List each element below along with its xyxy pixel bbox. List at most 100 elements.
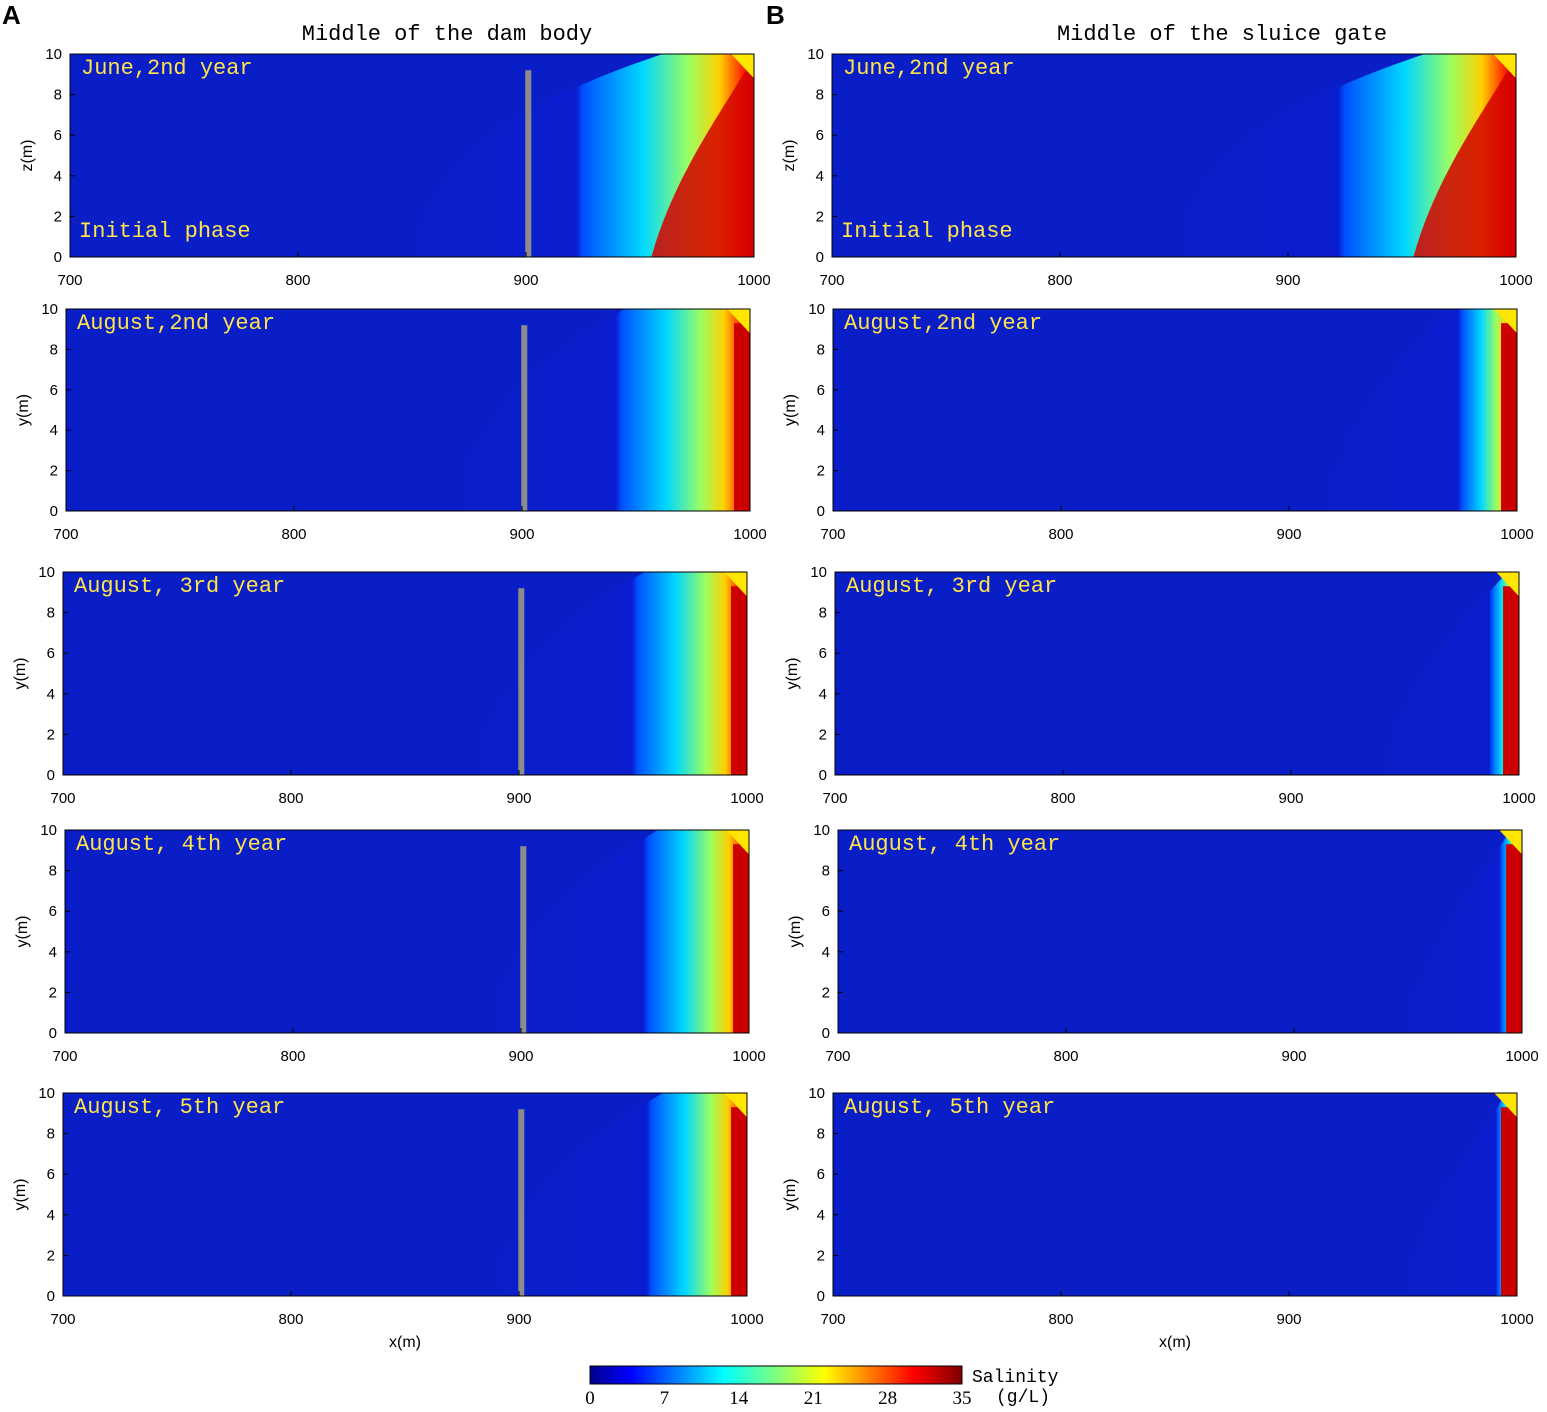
colorbar-tick-label: 0 — [585, 1388, 595, 1409]
salinity-wedge — [491, 1093, 747, 1296]
y-tick-label: 6 — [819, 645, 827, 662]
x-tick-label: 1000 — [730, 790, 763, 807]
heatmap-panel-r4-c1: 0 2 4 6 8 10 700 800 900 1000 y(m) August, 4th year — [14, 822, 766, 1065]
axes-frame — [831, 53, 1517, 258]
colorbar: 0 7 14 21 28 35 Salinity (g/L) — [585, 1365, 1059, 1409]
corner-plume — [1496, 572, 1519, 597]
y-tick-label: 0 — [817, 1288, 825, 1305]
field-background — [833, 1093, 1517, 1296]
x-tick-label: 900 — [509, 526, 534, 543]
salinity-wedge — [1174, 54, 1516, 257]
x-tick-label: 700 — [820, 1311, 845, 1328]
heatmap-panel-r5-c1: 0 2 4 6 8 10 700 800 900 1000 y(m) August, 5th year — [12, 1085, 764, 1328]
salinity-wedge — [1403, 1093, 1517, 1296]
time-annotation: August, 3rd year — [846, 574, 1057, 599]
y-tick-label: 8 — [49, 863, 57, 880]
y-tick-label: 4 — [819, 686, 827, 703]
field-background — [838, 830, 1522, 1033]
saline-core — [733, 844, 749, 1033]
axes-frame — [69, 53, 755, 258]
y-tick-label: 0 — [50, 503, 58, 520]
saline-core — [1506, 844, 1522, 1033]
x-tick-label: 900 — [508, 1048, 533, 1065]
time-annotation: August,2nd year — [77, 311, 275, 336]
y-axis-label: z(m) — [19, 140, 36, 172]
y-tick-label: 4 — [817, 422, 825, 439]
y-tick-label: 2 — [819, 726, 827, 743]
y-tick-label: 4 — [816, 168, 824, 185]
panel-letter-b: B — [766, 0, 785, 30]
time-annotation: August, 3rd year — [74, 574, 285, 599]
y-tick-label: 4 — [47, 1207, 55, 1224]
saline-core — [1501, 323, 1517, 511]
phase-annotation: Initial phase — [841, 219, 1013, 244]
y-tick-label: 2 — [817, 1247, 825, 1264]
saline-core — [1501, 1107, 1517, 1296]
colorbar-tick-label: 21 — [804, 1388, 823, 1409]
y-tick-label: 10 — [808, 1085, 825, 1102]
y-tick-label: 8 — [54, 87, 62, 104]
y-tick-label: 10 — [41, 301, 58, 318]
y-tick-label: 2 — [822, 984, 830, 1001]
y-tick-label: 10 — [45, 46, 62, 63]
x-tick-label: 700 — [819, 272, 844, 289]
y-tick-label: 0 — [54, 249, 62, 266]
x-tick-label: 1000 — [1502, 790, 1535, 807]
y-tick-label: 6 — [816, 127, 824, 144]
x-tick-label: 800 — [1048, 526, 1073, 543]
heatmap-panel-r1-c1: 0 2 4 6 8 10 700 800 900 1000 z(m) June,2nd year Ini… — [19, 46, 771, 289]
y-axis-label: y(m) — [782, 394, 799, 426]
heatmap-panel-r1-c2: 0 2 4 6 8 10 700 800 900 1000 z(m) June,2nd year Ini… — [781, 46, 1533, 289]
time-annotation: June,2nd year — [81, 56, 253, 81]
colorbar-tick-label: 28 — [878, 1388, 897, 1409]
y-axis-label: z(m) — [781, 140, 798, 172]
x-axis-label-left: x(m) — [389, 1334, 421, 1351]
y-tick-label: 0 — [817, 503, 825, 520]
axes-frame — [832, 1092, 1518, 1297]
colorbar-gradient — [589, 1365, 963, 1385]
salinity-wedge — [1382, 572, 1519, 775]
corner-plume — [727, 309, 750, 334]
y-tick-label: 2 — [50, 463, 58, 480]
y-tick-label: 4 — [47, 686, 55, 703]
salinity-wedge — [486, 830, 749, 1033]
x-tick-label: 1000 — [733, 526, 766, 543]
colorbar-unit: (g/L) — [996, 1388, 1050, 1408]
heatmap-panel-r3-c2: 0 2 4 6 8 10 700 800 900 1000 y(m) August, 3rd year — [784, 564, 1536, 807]
colorbar-tick-label: 35 — [953, 1388, 972, 1409]
salinity-wedge — [1323, 309, 1517, 511]
x-tick-label: 700 — [825, 1048, 850, 1065]
x-tick-label: 900 — [513, 272, 538, 289]
x-tick-label: 900 — [506, 790, 531, 807]
time-annotation: August, 4th year — [76, 832, 287, 857]
salinity-wedge — [473, 572, 747, 775]
x-tick-label: 1000 — [730, 1311, 763, 1328]
y-tick-label: 2 — [817, 463, 825, 480]
x-tick-label: 1000 — [732, 1048, 765, 1065]
y-tick-label: 2 — [47, 1247, 55, 1264]
x-tick-label: 900 — [1281, 1048, 1306, 1065]
corner-plume — [724, 572, 747, 597]
column-title-sluice: Middle of the sluice gate — [1057, 22, 1387, 47]
corner-plume — [726, 830, 749, 855]
corner-plume — [1493, 54, 1516, 79]
dam-body — [518, 1109, 525, 1296]
y-tick-label: 0 — [819, 767, 827, 784]
dam-body — [518, 588, 525, 775]
y-tick-label: 0 — [822, 1025, 830, 1042]
x-tick-label: 800 — [278, 1311, 303, 1328]
x-tick-label: 700 — [822, 790, 847, 807]
y-tick-label: 2 — [54, 208, 62, 225]
axes-frame — [62, 571, 748, 776]
y-tick-label: 0 — [47, 1288, 55, 1305]
y-tick-label: 8 — [817, 341, 825, 358]
x-tick-label: 800 — [1050, 790, 1075, 807]
x-tick-label: 800 — [285, 272, 310, 289]
axes-frame — [64, 829, 750, 1034]
y-axis-label: y(m) — [784, 658, 801, 690]
y-tick-label: 4 — [817, 1207, 825, 1224]
x-tick-label: 1000 — [737, 272, 770, 289]
y-tick-label: 6 — [817, 1166, 825, 1183]
